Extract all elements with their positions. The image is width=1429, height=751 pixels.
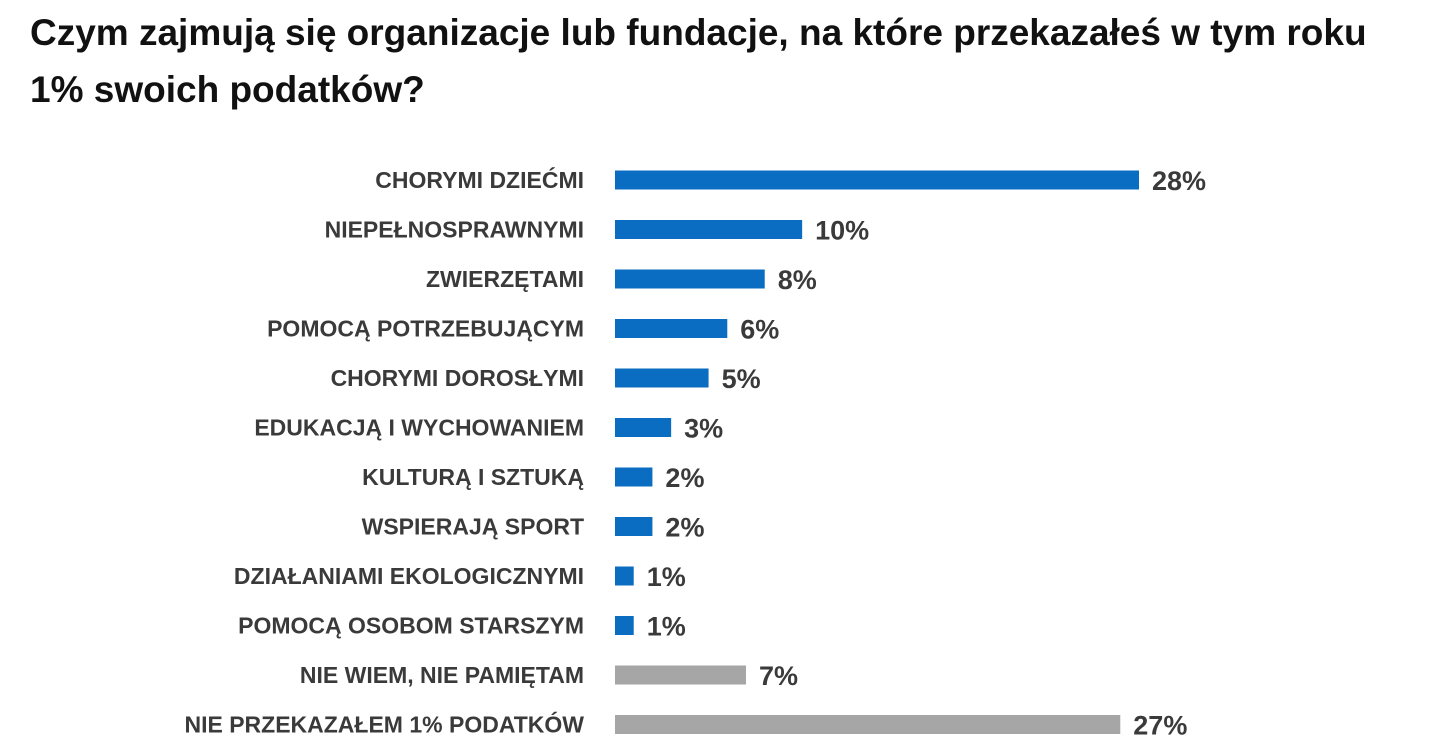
value-label: 10% [815,216,869,246]
value-label: 2% [665,463,704,493]
bar [615,170,1139,190]
value-label: 3% [684,414,723,444]
bar-row: NIE PRZEKAZAŁEM 1% PODATKÓW 27% [184,711,1187,741]
category-label: KULTURĄ I SZTUKĄ [362,464,584,490]
bar [615,517,653,536]
bar-row: CHORYMI DZIEĆMI 28% [375,166,1206,196]
bar [615,616,634,635]
value-label: 27% [1133,711,1187,741]
value-label: 2% [665,513,704,543]
bar-row: CHORYMI DOROSŁYMI 5% [331,364,761,394]
bar-row: NIEPEŁNOSPRAWNYMI 10% [325,216,870,246]
bar [615,715,1121,734]
category-label: ZWIERZĘTAMI [426,266,584,292]
category-label: CHORYMI DOROSŁYMI [331,365,584,391]
value-label: 8% [778,265,817,295]
bar [615,566,634,586]
bar [615,467,653,487]
category-label: CHORYMI DZIEĆMI [375,166,584,193]
value-label: 7% [759,661,798,691]
bar [615,319,728,338]
bar-row: WSPIERAJĄ SPORT 2% [362,513,705,543]
bar [615,269,765,289]
value-label: 1% [647,562,686,592]
bar-row: KULTURĄ I SZTUKĄ 2% [362,463,704,493]
bar [615,368,709,388]
value-label: 5% [722,364,761,394]
value-label: 28% [1152,166,1206,196]
bar [615,418,672,437]
bar-row: ZWIERZĘTAMI 8% [426,265,817,295]
chart-title: Czym zajmują się organizacje lub fundacj… [30,12,1367,110]
category-label: DZIAŁANIAMI EKOLOGICZNYMI [234,563,584,589]
category-label: WSPIERAJĄ SPORT [362,514,584,540]
bar [615,220,803,239]
category-label: NIE PRZEKAZAŁEM 1% PODATKÓW [184,711,584,738]
category-label: POMOCĄ POTRZEBUJĄCYM [267,316,584,342]
bar-row: POMOCĄ OSOBOM STARSZYM 1% [238,612,686,642]
bar-row: EDUKACJĄ I WYCHOWANIEM 3% [254,414,723,444]
bar [615,665,746,685]
category-label: NIE WIEM, NIE PAMIĘTAM [300,662,584,688]
category-label: EDUKACJĄ I WYCHOWANIEM [254,415,584,441]
bar-row: DZIAŁANIAMI EKOLOGICZNYMI 1% [234,562,686,592]
bar-row: NIE WIEM, NIE PAMIĘTAM 7% [300,661,798,691]
value-label: 6% [740,315,779,345]
category-label: NIEPEŁNOSPRAWNYMI [325,217,584,243]
value-label: 1% [647,612,686,642]
bar-row: POMOCĄ POTRZEBUJĄCYM 6% [267,315,779,345]
category-label: POMOCĄ OSOBOM STARSZYM [238,613,584,639]
